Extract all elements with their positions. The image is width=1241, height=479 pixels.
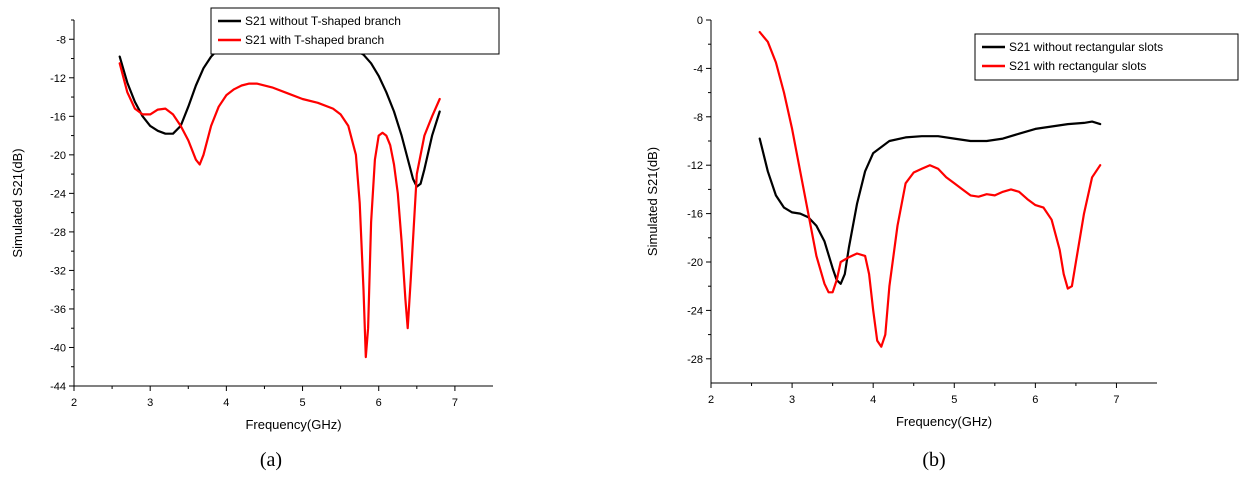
legend-label: S21 with T-shaped branch [245,33,384,47]
x-tick-label: 4 [870,394,876,406]
x-tick-label: 5 [951,394,957,406]
x-tick-label: 6 [376,397,382,409]
legend-label: S21 without rectangular slots [1009,40,1163,54]
y-tick-label: 0 [697,15,703,27]
x-tick-label: 2 [708,394,714,406]
legend: S21 without T-shaped branch S21 with T-sh… [210,7,500,55]
y-tick-label: -8 [693,112,703,124]
legend-label: S21 without T-shaped branch [245,14,401,28]
y-tick-label: -24 [50,188,66,200]
x-tick-label: 3 [147,397,153,409]
y-tick-label: -24 [687,305,703,317]
y-tick-label: -32 [50,265,66,277]
series-line-1 [758,120,1102,285]
x-tick-label: 6 [1032,394,1038,406]
chart-panel-2: 2 3 4 5 6 7 -28 -24 -20 -16 -12 -8 -4 0 Frequency(GHz)… [645,15,1239,471]
x-axis-title: Frequency(GHz) [896,414,992,429]
x-axis-title: Frequency(GHz) [245,417,341,432]
chart-panel-1: 2 3 4 5 6 7 -44 -40 -36 -32 -28 -24 -20 -16 -12 -8 Frequ… [10,7,500,471]
legend-box [974,33,1239,81]
y-tick-label: -16 [687,209,703,221]
y-tick-label: -16 [50,111,66,123]
y-tick-label: -44 [50,381,66,393]
y-axis-title: Simulated S21(dB) [10,148,25,257]
y-tick-label: -20 [50,150,66,162]
x-tick-label: 4 [223,397,229,409]
y-tick-label: -36 [50,304,66,316]
y-tick-label: -12 [50,73,66,85]
series-line-2 [118,62,441,359]
x-tick-label: 2 [71,397,77,409]
y-axis-title: Simulated S21(dB) [645,147,660,256]
legend-label: S21 with rectangular slots [1009,59,1146,73]
panel-caption: (b) [922,449,945,471]
legend-box [210,7,500,55]
y-tick-label: -20 [687,257,703,269]
y-tick-label: -28 [687,354,703,366]
x-tick-label: 7 [1113,394,1119,406]
y-tick-label: -8 [56,34,66,46]
x-tick-label: 3 [789,394,795,406]
x-tick-label: 5 [299,397,305,409]
x-tick-label: 7 [452,397,458,409]
series-line-1 [118,40,441,188]
y-tick-label: -40 [50,342,66,354]
y-tick-label: -28 [50,227,66,239]
legend: S21 without rectangular slots S21 with re… [974,33,1239,81]
series-line-2 [758,31,1102,348]
panel-caption: (a) [260,449,282,471]
y-tick-label: -12 [687,160,703,172]
y-tick-label: -4 [693,63,703,75]
